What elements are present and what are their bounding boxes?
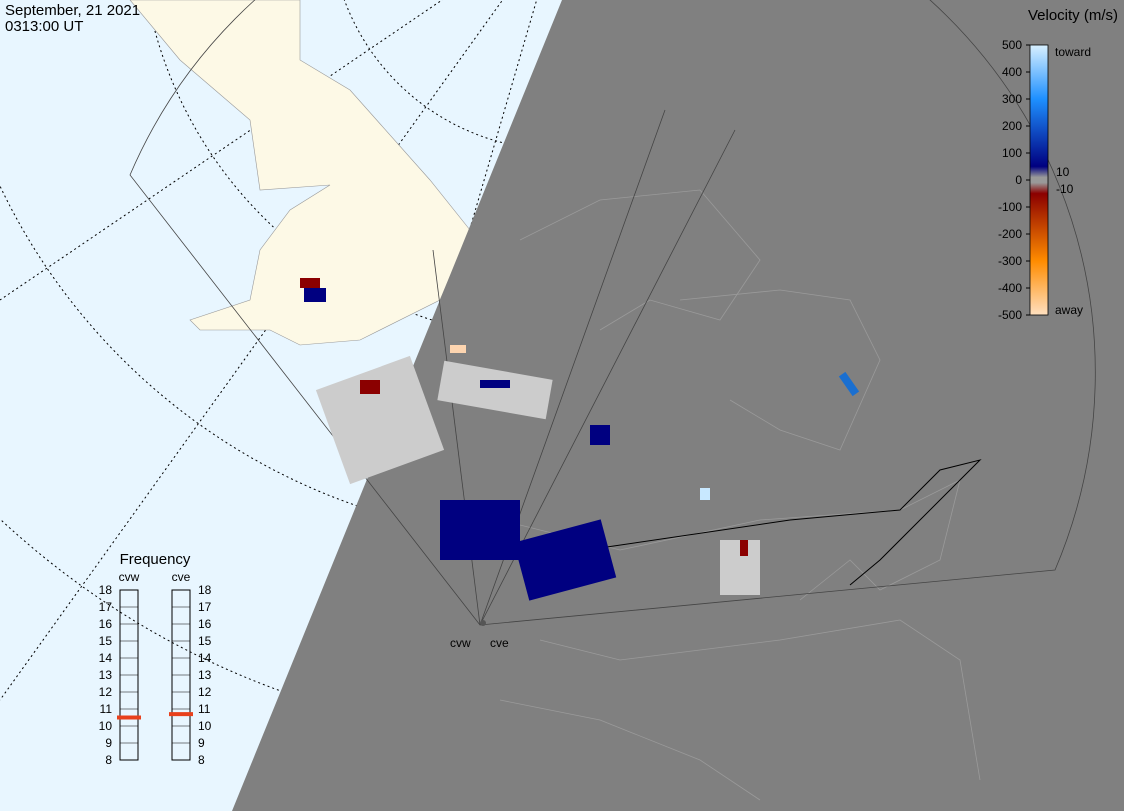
tick-label: 13	[198, 668, 212, 682]
tick-label: -200	[998, 227, 1022, 241]
border	[789, 459, 982, 586]
frequency-title: Frequency	[120, 551, 191, 568]
tick-label: -400	[998, 281, 1022, 295]
radar-site	[480, 620, 486, 626]
tick-label: 0	[1015, 173, 1022, 187]
velocity-title: Velocity (m/s)	[1028, 7, 1118, 24]
radar-name: cve	[172, 570, 191, 584]
toward-label: toward	[1055, 45, 1091, 59]
tick-label: -100	[998, 200, 1022, 214]
site-label: cve	[490, 636, 509, 650]
tick-label: 17	[198, 600, 212, 614]
border	[599, 519, 791, 549]
night-region	[232, 0, 1124, 811]
tick-label: 12	[198, 685, 212, 699]
tick-label: 9	[198, 736, 205, 750]
colorbar	[1029, 44, 1049, 316]
site-label: cvw	[450, 636, 471, 650]
tick-label: 18	[99, 583, 113, 597]
tick-label: 14	[198, 651, 212, 665]
tick-label: 10	[99, 719, 113, 733]
tick-label: 500	[1002, 38, 1022, 52]
tick-label: 400	[1002, 65, 1022, 79]
tick-label: 13	[99, 668, 113, 682]
away-label: away	[1055, 303, 1083, 317]
tick-label: 300	[1002, 92, 1022, 106]
scatter	[300, 278, 860, 601]
radar-name: cvw	[119, 570, 140, 584]
tick-label: 8	[105, 753, 112, 767]
tick-label: -500	[998, 308, 1022, 322]
tick-label: 16	[99, 617, 113, 631]
tick-label: 12	[99, 685, 113, 699]
inner-tick-label: -10	[1056, 182, 1074, 196]
tick-label: 8	[198, 753, 205, 767]
tick-label: 14	[99, 651, 113, 665]
tick-label: 17	[99, 600, 113, 614]
date: September, 21 2021	[5, 2, 140, 19]
tick-label: 10	[198, 719, 212, 733]
land-alaska	[129, 0, 471, 346]
time: 0313:00 UT	[5, 18, 83, 35]
coastlines	[499, 189, 981, 801]
tick-label: 15	[198, 634, 212, 648]
inner-tick-label: 10	[1056, 165, 1070, 179]
tick-label: 100	[1002, 146, 1022, 160]
tick-label: 200	[1002, 119, 1022, 133]
tick-label: -300	[998, 254, 1022, 268]
tick-label: 15	[99, 634, 113, 648]
tick-label: 16	[198, 617, 212, 631]
tick-label: 18	[198, 583, 212, 597]
tick-label: 11	[100, 702, 113, 716]
tick-label: 11	[198, 702, 211, 716]
tick-label: 9	[105, 736, 112, 750]
